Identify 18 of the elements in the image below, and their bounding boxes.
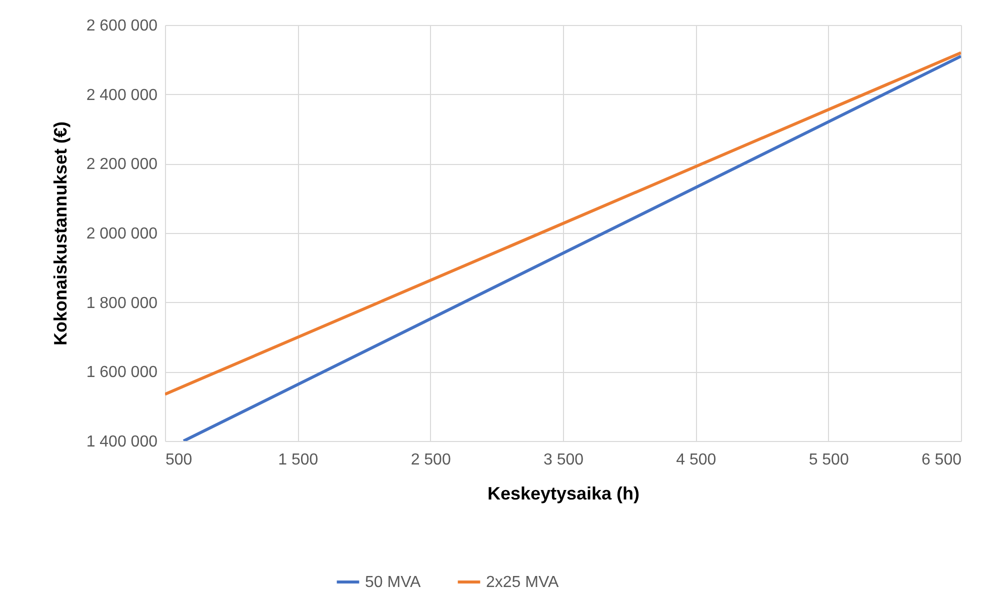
x-axis-title: Keskeytysaika (h) <box>487 484 640 504</box>
y-tick-label: 2 600 000 <box>86 18 158 34</box>
y-axis-title: Kokonaiskustannukset (€) <box>50 121 70 346</box>
legend-label: 50 MVA <box>365 574 422 589</box>
legend-label: 2x25 MVA <box>486 574 559 589</box>
x-tick-label: 500 <box>166 452 192 468</box>
x-tick-label: 5 500 <box>808 452 849 468</box>
y-tick-label: 2 400 000 <box>86 86 158 104</box>
y-tick-label: 2 000 000 <box>86 226 158 242</box>
y-tick-label: 1 400 000 <box>86 434 158 450</box>
x-tick-label: 1 500 <box>278 452 318 468</box>
y-tick-label: 1 800 000 <box>86 294 158 312</box>
y-tick-label: 2 200 000 <box>86 156 158 174</box>
x-tick-label: 6 500 <box>921 452 962 468</box>
x-tick-label: 2 500 <box>410 452 451 468</box>
y-tick-label: 1 600 000 <box>86 364 158 382</box>
x-tick-label: 4 500 <box>676 452 716 468</box>
x-tick-label: 3 500 <box>543 452 584 468</box>
